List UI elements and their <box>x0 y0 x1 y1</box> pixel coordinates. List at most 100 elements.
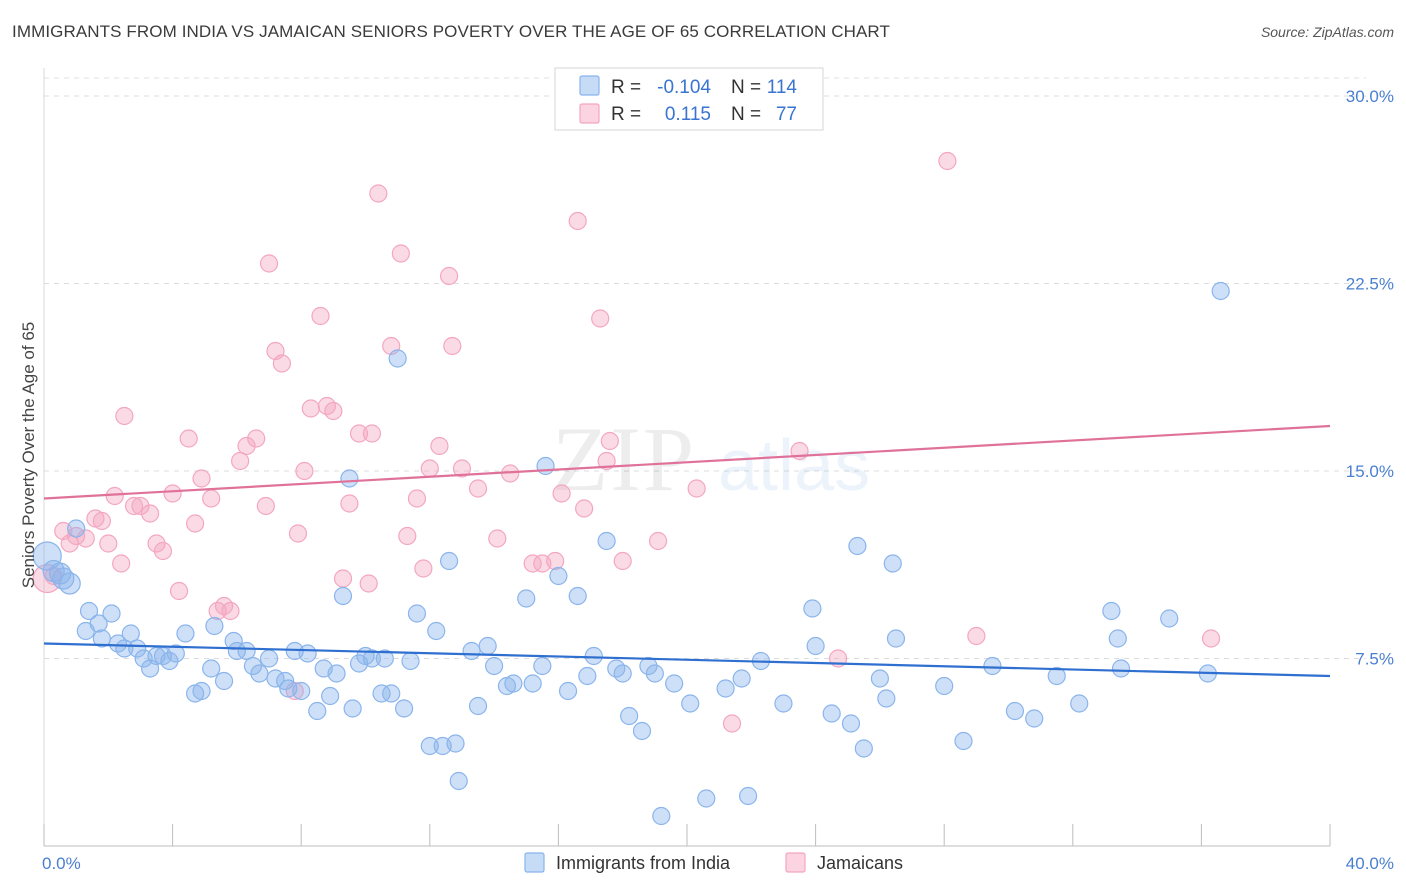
jamaicans-point-51 <box>420 459 439 478</box>
india-point-30 <box>243 656 263 676</box>
india-point-86 <box>681 694 700 713</box>
india-point-107 <box>1025 709 1044 728</box>
stats-box-frame <box>554 67 824 131</box>
india-point-94 <box>806 636 825 656</box>
india-point-24 <box>202 659 221 678</box>
india-point-23 <box>192 681 211 701</box>
jamaicans-point-42 <box>349 424 369 443</box>
india-point-31 <box>250 664 269 683</box>
jamaicans-trend-line <box>43 424 1331 500</box>
jamaicans-point-15 <box>147 534 166 553</box>
jamaicans-point-64 <box>575 499 594 518</box>
x-ticks <box>43 824 1331 846</box>
india-point-19 <box>160 651 179 671</box>
stats-r-label-jamaicans: R = <box>611 104 641 125</box>
jamaicans-point-18 <box>169 581 189 601</box>
india-point-48 <box>362 649 382 668</box>
india-point-70 <box>533 656 552 676</box>
india-point-83 <box>645 664 664 683</box>
stats-swatch-india <box>579 75 600 96</box>
jamaicans-point-74 <box>938 151 957 171</box>
india-point-110 <box>1102 601 1121 621</box>
india-point-97 <box>848 536 867 556</box>
gridlines <box>44 77 1366 659</box>
india-point-90 <box>738 786 758 806</box>
india-point-82 <box>639 656 658 676</box>
india-point-93 <box>803 599 822 618</box>
legend-label-india: Immigrants from India <box>556 853 731 873</box>
jamaicans-point-71 <box>722 714 742 733</box>
jamaicans-point-57 <box>488 529 507 548</box>
jamaicans-point-28 <box>247 429 266 448</box>
stats-n-value-jamaicans: 77 <box>776 104 797 125</box>
india-point-27 <box>224 631 243 651</box>
jamaicans-point-16 <box>153 541 173 561</box>
india-point-102 <box>886 629 906 648</box>
india-point-59 <box>439 551 459 571</box>
india-point-96 <box>841 714 861 733</box>
india-point-60 <box>446 734 465 753</box>
india-point-25 <box>205 616 224 636</box>
stats-box: R = -0.104 N = 114 R = 0.115 N = 77 <box>554 67 824 131</box>
jamaicans-point-56 <box>468 479 488 498</box>
india-point-104 <box>954 731 973 751</box>
jamaicans-point-45 <box>369 184 388 203</box>
india-point-28 <box>227 641 246 661</box>
india-point-103 <box>935 676 954 696</box>
jamaicans-point-55 <box>452 459 472 478</box>
india-point-51 <box>382 684 401 703</box>
india-point-29 <box>237 641 256 661</box>
india-point-44 <box>340 469 359 488</box>
jamaicans-point-34 <box>288 524 308 543</box>
india-point-99 <box>870 669 890 688</box>
jamaicans-point-69 <box>648 531 668 551</box>
jamaicans-point-47 <box>391 244 410 263</box>
jamaicans-point-26 <box>231 451 250 471</box>
y-tick-label-3: 30.0% <box>1346 87 1394 106</box>
india-point-5 <box>67 519 86 538</box>
jamaicans-point-65 <box>591 309 610 328</box>
india-point-88 <box>716 679 735 698</box>
india-point-62 <box>462 641 481 661</box>
stats-n-value-india: 114 <box>767 77 798 98</box>
jamaicans-point-44 <box>362 424 382 443</box>
y-tick-label-0: 7.5% <box>1355 650 1394 669</box>
india-point-71 <box>536 456 555 476</box>
jamaicans-point-29 <box>256 496 275 516</box>
stats-r-label-india: R = <box>611 77 641 98</box>
watermark-zip: ZIP <box>552 408 696 510</box>
legend-swatch-jamaicans <box>785 852 806 873</box>
india-point-84 <box>652 806 671 826</box>
india-point-42 <box>327 664 346 683</box>
jamaicans-point-49 <box>407 489 427 508</box>
india-point-101 <box>883 554 902 573</box>
jamaicans-point-5 <box>76 529 95 548</box>
india-point-53 <box>394 699 414 718</box>
india-point-72 <box>549 566 568 586</box>
india-point-67 <box>504 674 523 693</box>
india-point-14 <box>128 639 147 658</box>
india-point-8 <box>89 614 108 633</box>
india-point-85 <box>665 674 684 693</box>
india-point-41 <box>321 686 340 706</box>
jamaicans-point-40 <box>333 569 353 588</box>
y-axis-title: Seniors Poverty Over the Age of 65 <box>19 322 38 588</box>
india-point-50 <box>375 649 394 668</box>
jamaicans-point-50 <box>414 559 433 578</box>
india-point-56 <box>420 736 439 756</box>
india-point-100 <box>877 689 896 708</box>
legend: Immigrants from India Jamaicans <box>524 852 903 873</box>
stats-n-label-jamaicans: N = <box>731 104 761 125</box>
india-point-106 <box>1005 701 1025 721</box>
jamaicans-point-37 <box>311 306 330 326</box>
jamaicans-point-21 <box>192 469 211 488</box>
india-point-38 <box>298 644 317 663</box>
india-point-37 <box>292 681 311 701</box>
source-label: Source: ZipAtlas.com <box>1260 24 1394 40</box>
india-point-4 <box>58 572 81 595</box>
jamaicans-point-36 <box>301 399 320 418</box>
india-point-69 <box>523 674 542 693</box>
stats-n-label-india: N = <box>731 77 761 98</box>
india-point-92 <box>774 694 793 713</box>
